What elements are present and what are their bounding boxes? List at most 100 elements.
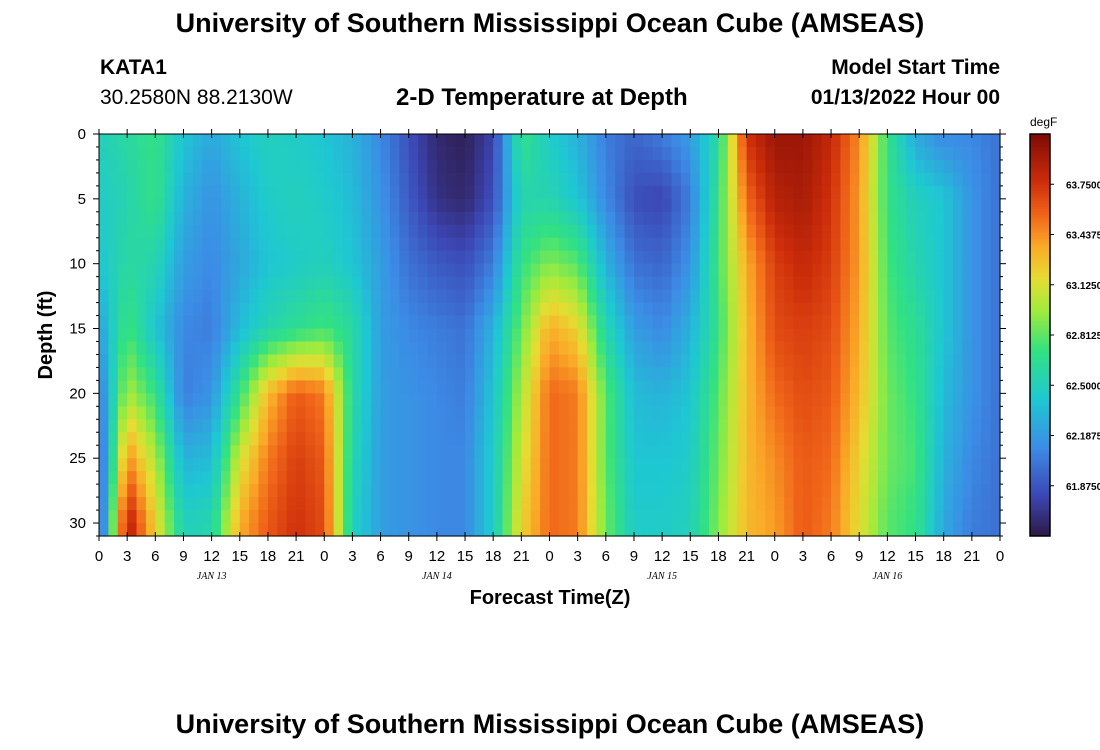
heatmap-cell bbox=[455, 406, 466, 420]
heatmap-cell bbox=[239, 497, 250, 511]
heatmap-cell bbox=[540, 523, 551, 537]
heatmap-cell bbox=[239, 315, 250, 330]
heatmap-cell bbox=[643, 484, 654, 498]
heatmap-cell bbox=[915, 185, 926, 200]
heatmap-cell bbox=[99, 380, 109, 394]
heatmap-cell bbox=[587, 159, 598, 174]
heatmap-cell bbox=[971, 276, 982, 291]
heatmap-cell bbox=[821, 211, 832, 226]
heatmap-cell bbox=[145, 367, 156, 381]
heatmap-cell bbox=[127, 224, 138, 239]
heatmap-cell bbox=[540, 445, 551, 459]
heatmap-cell bbox=[324, 497, 335, 511]
heatmap-cell bbox=[314, 458, 325, 472]
heatmap-cell bbox=[774, 185, 785, 200]
heatmap-cell bbox=[540, 497, 551, 511]
heatmap-cell bbox=[812, 484, 823, 498]
heatmap-cell bbox=[633, 250, 644, 265]
heatmap-cell bbox=[427, 510, 438, 524]
heatmap-cell bbox=[821, 406, 832, 420]
heatmap-cell bbox=[258, 354, 269, 369]
heatmap-cell bbox=[727, 263, 738, 278]
model-start-value: 01/13/2022 Hour 00 bbox=[810, 86, 1000, 109]
heatmap-cell bbox=[737, 471, 748, 485]
heatmap-cell bbox=[455, 393, 466, 407]
heatmap-cell bbox=[868, 289, 879, 304]
heatmap-cell bbox=[615, 211, 626, 226]
heatmap-cell bbox=[192, 159, 203, 174]
heatmap-cell bbox=[258, 289, 269, 304]
heatmap-cell bbox=[277, 406, 288, 420]
heatmap-cell bbox=[868, 523, 879, 537]
heatmap-cell bbox=[164, 263, 175, 278]
heatmap-cell bbox=[840, 302, 851, 317]
heatmap-cell bbox=[277, 445, 288, 459]
heatmap-cell bbox=[727, 302, 738, 317]
heatmap-cell bbox=[934, 432, 945, 446]
heatmap-cell bbox=[455, 497, 466, 511]
heatmap-cell bbox=[502, 471, 513, 485]
heatmap-cell bbox=[587, 406, 598, 420]
heatmap-cell bbox=[953, 172, 964, 187]
heatmap-cell bbox=[343, 471, 354, 485]
heatmap-cell bbox=[774, 315, 785, 330]
heatmap-cell bbox=[277, 471, 288, 485]
heatmap-cell bbox=[615, 250, 626, 265]
heatmap-cell bbox=[577, 146, 588, 161]
heatmap-cell bbox=[267, 432, 278, 446]
heatmap-cell bbox=[314, 367, 325, 381]
heatmap-cell bbox=[549, 445, 560, 459]
heatmap-cell bbox=[699, 445, 710, 459]
heatmap-cell bbox=[934, 172, 945, 187]
heatmap-cell bbox=[258, 523, 269, 537]
heatmap-cell bbox=[493, 406, 504, 420]
heatmap-cell bbox=[427, 250, 438, 265]
heatmap-cell bbox=[418, 510, 429, 524]
heatmap-cell bbox=[990, 198, 1001, 213]
heatmap-cell bbox=[361, 393, 372, 407]
heatmap-cell bbox=[324, 458, 335, 472]
heatmap-cell bbox=[286, 134, 297, 148]
heatmap-cell bbox=[746, 185, 757, 200]
heatmap-cell bbox=[211, 198, 222, 213]
heatmap-cell bbox=[587, 510, 598, 524]
heatmap-cell bbox=[633, 289, 644, 304]
heatmap-cell bbox=[174, 406, 185, 420]
heatmap-cell bbox=[521, 458, 532, 472]
heatmap-cell bbox=[877, 315, 888, 330]
heatmap-cell bbox=[671, 276, 682, 291]
heatmap-cell bbox=[587, 237, 598, 252]
heatmap-cell bbox=[211, 315, 222, 330]
heatmap-cell bbox=[915, 276, 926, 291]
heatmap-cell bbox=[812, 185, 823, 200]
heatmap-cell bbox=[737, 341, 748, 356]
heatmap-cell bbox=[859, 198, 870, 213]
heatmap-cell bbox=[389, 185, 400, 200]
heatmap-cell bbox=[202, 237, 213, 252]
heatmap-cell bbox=[530, 354, 541, 369]
heatmap-cell bbox=[408, 497, 419, 511]
heatmap-cell bbox=[596, 224, 607, 239]
heatmap-cell bbox=[483, 146, 494, 161]
heatmap-cell bbox=[136, 458, 147, 472]
heatmap-cell bbox=[183, 302, 194, 317]
heatmap-cell bbox=[502, 302, 513, 317]
heatmap-cell bbox=[493, 134, 504, 148]
heatmap-cell bbox=[305, 497, 316, 511]
heatmap-cell bbox=[774, 419, 785, 433]
heatmap-cell bbox=[915, 354, 926, 369]
heatmap-cell bbox=[812, 497, 823, 511]
heatmap-cell bbox=[277, 328, 288, 343]
heatmap-cell bbox=[727, 445, 738, 459]
heatmap-cell bbox=[737, 289, 748, 304]
heatmap-cell bbox=[849, 211, 860, 226]
heatmap-cell bbox=[267, 406, 278, 420]
heatmap-cell bbox=[446, 328, 457, 343]
heatmap-cell bbox=[821, 445, 832, 459]
heatmap-cell bbox=[427, 198, 438, 213]
heatmap-cell bbox=[587, 523, 598, 537]
heatmap-cell bbox=[793, 523, 804, 537]
heatmap-cell bbox=[108, 367, 119, 381]
heatmap-cell bbox=[953, 276, 964, 291]
heatmap-cell bbox=[680, 211, 691, 226]
